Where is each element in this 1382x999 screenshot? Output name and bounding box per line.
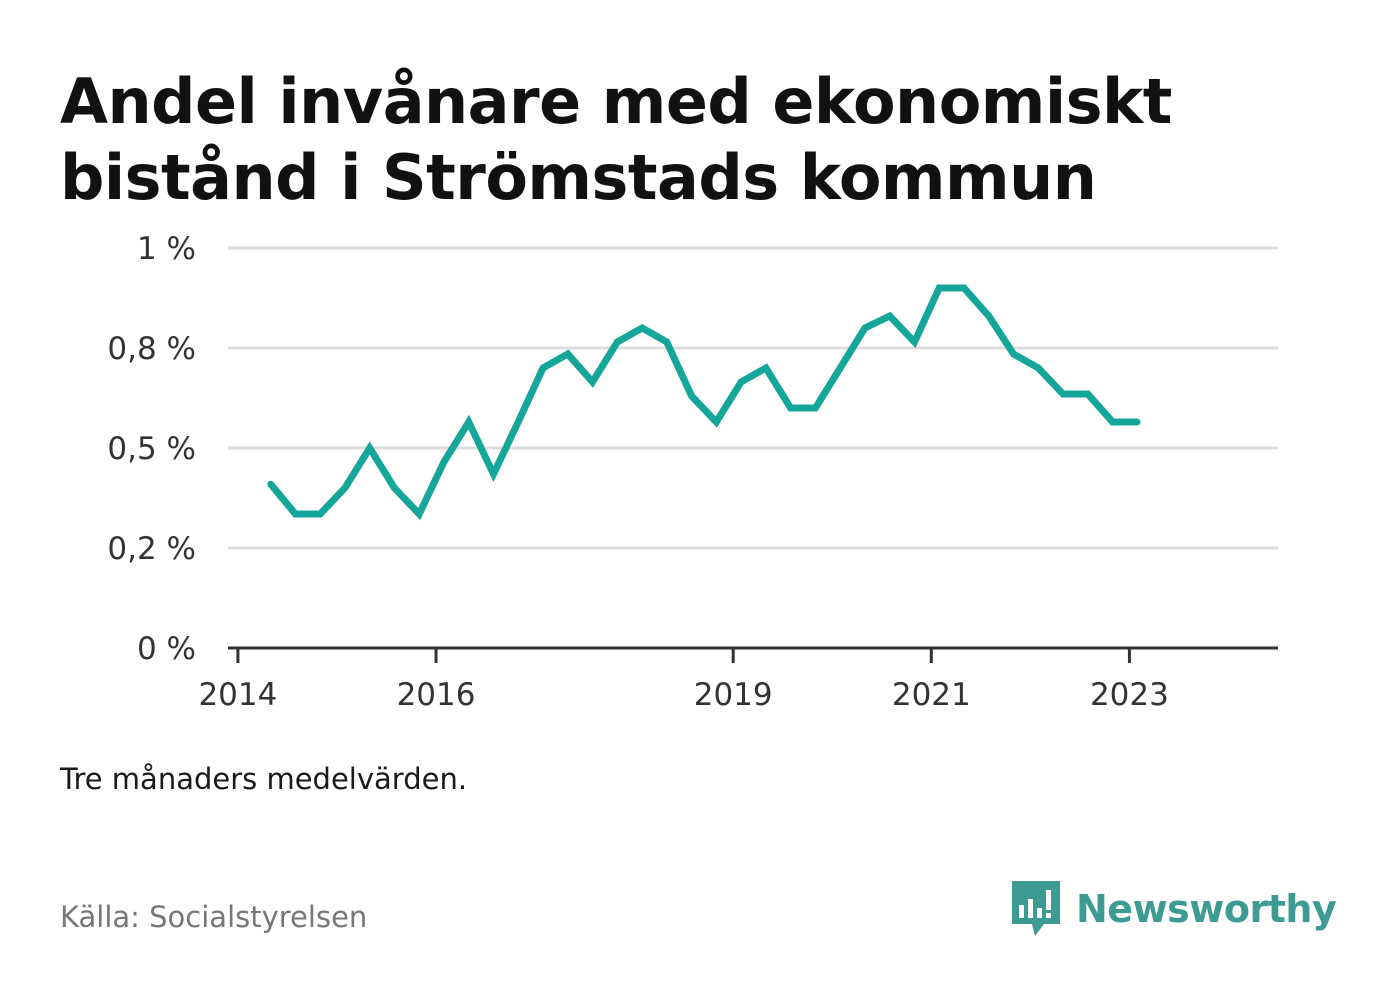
data-point (292, 510, 299, 518)
data-point (490, 470, 497, 478)
data-point (589, 378, 596, 386)
brand-logo: Newsworthy (1010, 878, 1337, 940)
data-point (316, 510, 324, 518)
data-point (960, 284, 968, 292)
x-tick-label: 2023 (1090, 677, 1169, 713)
data-point (465, 418, 472, 426)
data-point (341, 484, 349, 492)
data-point (1035, 364, 1042, 372)
data-point (1010, 350, 1017, 358)
data-point (415, 510, 423, 518)
data-point (688, 392, 695, 400)
series-layer (267, 284, 1141, 521)
data-point (762, 364, 770, 372)
data-point (737, 378, 745, 386)
data-point (267, 480, 274, 488)
data-point (638, 324, 646, 332)
data-point (366, 444, 373, 452)
data-point (985, 312, 992, 320)
data-point (713, 418, 720, 426)
data-point (391, 484, 398, 492)
y-tick-label: 0 % (137, 631, 196, 667)
x-axis: 2014 2016 2019 2021 2023 (198, 646, 1278, 713)
data-point (1134, 418, 1141, 426)
data-point (936, 284, 943, 292)
data-point (663, 338, 671, 346)
x-tick-label: 2021 (892, 677, 971, 713)
gridlines (228, 246, 1278, 550)
x-tick-label: 2019 (694, 677, 773, 713)
data-point (787, 404, 794, 412)
data-point (1084, 390, 1092, 398)
data-point (886, 312, 893, 320)
data-point (515, 418, 522, 426)
data-point (539, 364, 547, 372)
y-tick-label: 0,5 % (107, 431, 196, 467)
data-point (911, 338, 918, 346)
chart-title: Andel invånare med ekonomiskt bistånd i … (60, 65, 1172, 214)
data-point (440, 458, 448, 466)
y-tick-label: 1 % (137, 231, 196, 267)
data-point (1059, 390, 1067, 398)
x-tick-label: 2014 (198, 677, 277, 713)
source-credit: Källa: Socialstyrelsen (60, 900, 368, 934)
data-point (836, 364, 844, 372)
data-point (614, 338, 621, 346)
newsworthy-logo-icon (1012, 881, 1060, 936)
series-line (267, 284, 1138, 521)
chart-note: Tre månaders medelvärden. (60, 762, 468, 796)
y-tick-label: 0,8 % (107, 331, 196, 367)
x-tick-label: 2016 (397, 677, 476, 713)
data-point (861, 324, 869, 332)
y-tick-label: 0,2 % (107, 531, 196, 567)
y-axis-labels: 0 % 0,2 % 0,5 % 0,8 % 1 % (107, 231, 196, 667)
data-point (1109, 418, 1116, 426)
data-point (812, 404, 819, 412)
brand-name: Newsworthy (1076, 887, 1337, 931)
data-point (564, 350, 571, 358)
